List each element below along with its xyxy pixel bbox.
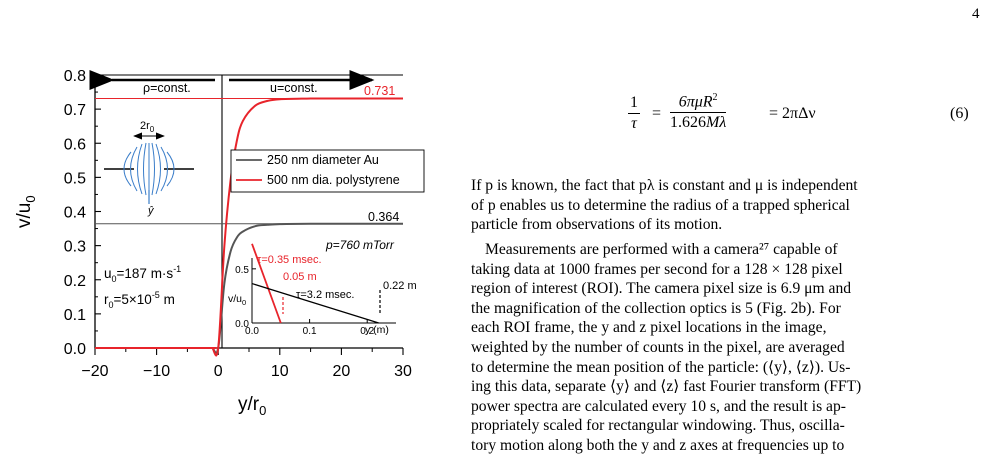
y-axis-ticks: 0.0 0.1 0.2 0.3 0.4 0.5 0.6 0.7 0.8	[64, 68, 101, 358]
x-tick-label: 10	[271, 363, 289, 380]
equation-lhs-denominator: τ	[631, 115, 637, 132]
inset-x-label: y (m)	[365, 324, 389, 336]
legend: 250 nm diameter Au 500 nm dia. polystyre…	[230, 149, 425, 193]
x-tick-label: −10	[143, 363, 170, 380]
paragraph-1: If p is known, the fact that pλ is const…	[471, 176, 985, 235]
legend-label-au: 250 nm diameter Au	[267, 153, 379, 167]
u-const-label: u=const.	[270, 81, 318, 95]
x-axis-ticks: −20 −10 0 10 20 30	[81, 348, 412, 380]
x-axis-label: y/r0	[238, 394, 266, 418]
y-tick-label: 0.4	[64, 205, 86, 222]
y-tick-label: 0.6	[64, 136, 86, 153]
text-line: weighted by the number of counts in the …	[471, 338, 845, 356]
width-label: 2r0	[140, 120, 155, 134]
equation-number: (6)	[950, 105, 969, 122]
u0-parameter: u0=187 m·s-1	[104, 264, 181, 284]
equation-lhs: 1 τ	[628, 94, 640, 133]
equation-rhs-denominator: 1.626Mλ	[670, 114, 727, 132]
equation-rhs-numerator: 6πμR2	[670, 92, 727, 114]
text-line: power spectra are calculated every 10 s,…	[471, 397, 846, 415]
y-tick-label: 0.3	[64, 239, 86, 256]
inset-y-tick-label: 0.0	[235, 319, 249, 330]
x-tick-label: 0	[214, 363, 223, 380]
text-line: of p enables us to determine the radius …	[471, 196, 850, 214]
inset-black-tau: τ=3.2 msec.	[296, 289, 354, 301]
text-line: to determine the mean position of the pa…	[471, 358, 851, 376]
flow-diagram: 2r0 ŷ	[104, 120, 194, 217]
text-line: region of interest (ROI). The camera pix…	[471, 280, 852, 298]
inset-x-tick-label: 0.2	[360, 326, 374, 337]
text-line: each ROI frame, the y and z pixel locati…	[471, 319, 827, 337]
y-tick-label: 0.7	[64, 102, 86, 119]
equation-equals: =	[652, 105, 662, 122]
text-line: tory motion along both the y and z axes …	[471, 436, 845, 454]
text-line: the magnification of the collection opti…	[471, 299, 841, 317]
inset-red-dist: 0.05 m	[283, 271, 317, 283]
y-tick-label: 0.5	[64, 170, 86, 187]
text-line: Measurements are performed with a camera…	[485, 241, 838, 258]
inset-x-tick-label: 0.1	[303, 326, 317, 337]
inset-series-black	[251, 282, 379, 324]
equation-lhs-numerator: 1	[628, 94, 640, 114]
inset-plot: 0.0 0.1 0.20.00.5 v/u0 y (m) τ=0.35 msec. …	[228, 243, 417, 337]
r0-parameter: r0=5×10-5 m	[104, 290, 175, 310]
level-label-0364: 0.364	[368, 210, 399, 224]
series-line-polystyrene	[95, 97, 403, 357]
text-line: taking data at 1000 frames per second fo…	[471, 260, 843, 278]
y-tick-label: 0.2	[64, 273, 86, 290]
y-hat-label: ŷ	[147, 205, 155, 217]
pressure-label: p=760 mTorr	[325, 238, 395, 252]
figure: 0.0 0.1 0.2 0.3 0.4 0.5 0.6 0.7 0.8 −20 −10 0 10 20 3…	[14, 68, 425, 418]
text-line: particle from observations of its motion…	[471, 216, 723, 234]
page-number: 4	[972, 6, 980, 22]
inset-y-label: v/u0	[228, 293, 246, 307]
text-line: ing this data, separate ⟨y⟩ and ⟨z⟩ fast…	[471, 378, 862, 396]
inset-ticks: 0.0 0.1 0.2 0.0 0.5	[235, 265, 374, 337]
x-tick-label: 20	[333, 363, 351, 380]
inset-red-tau: τ=0.35 msec.	[257, 254, 322, 266]
paragraph-2: Measurements are performed with a camera…	[471, 240, 985, 456]
x-tick-label: 30	[394, 363, 412, 380]
equation-rhs-tail: = 2πΔν	[769, 105, 816, 122]
equation-6: 1 τ = 6πμR2 1.626Mλ = 2πΔν (6)	[628, 92, 978, 152]
text-line: If p is known, the fact that pλ is const…	[471, 177, 858, 194]
y-tick-label: 0.0	[64, 341, 86, 358]
inset-black-dist: 0.22 m	[383, 280, 417, 292]
svg-text:v/u0: v/u0	[14, 195, 38, 228]
level-label-0731: 0.731	[364, 84, 395, 98]
rho-const-label: ρ=const.	[143, 81, 191, 95]
inset-series-red	[251, 243, 282, 324]
legend-label-polystyrene: 500 nm dia. polystyrene	[267, 173, 400, 187]
inset-y-tick-label: 0.5	[235, 265, 249, 276]
x-tick-label: −20	[81, 363, 108, 380]
y-axis-label: v/u0	[14, 195, 38, 228]
y-tick-label: 0.8	[64, 68, 86, 85]
y-tick-label: 0.1	[64, 307, 86, 324]
text-line: propriately scaled for rectangular windo…	[471, 417, 845, 435]
inset-x-tick-label: 0.0	[245, 326, 259, 337]
equation-rhs: 6πμR2 1.626Mλ	[670, 92, 727, 132]
